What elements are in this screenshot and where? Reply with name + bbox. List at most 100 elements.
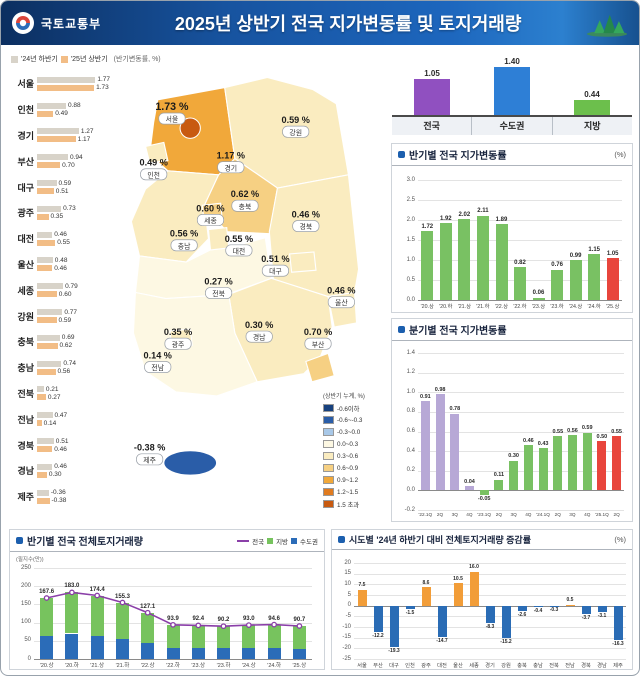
legend-label-2024h2: '24년 하반기 xyxy=(21,56,58,63)
map-value-경북: 0.46 % xyxy=(292,209,320,219)
legend-note: (반기변동률, %) xyxy=(113,56,161,63)
bar-3Q xyxy=(568,435,577,491)
bar-value: -12.2 xyxy=(372,632,384,639)
bar-value: 0.44 xyxy=(584,90,600,99)
series-1: 0.35 xyxy=(37,213,76,220)
gridline xyxy=(418,490,624,492)
bar xyxy=(37,446,53,453)
legend-swatch xyxy=(323,476,334,484)
x-tick-label: 2Q xyxy=(613,512,620,517)
bar xyxy=(37,84,95,91)
bar-value: 0.46 xyxy=(54,264,67,272)
series-0: 0.79 xyxy=(37,283,78,290)
region-label: 광주 xyxy=(17,208,34,219)
y-tick-label: 1.2 xyxy=(406,369,415,376)
series-0: 1.27 xyxy=(37,128,94,135)
bar-대전 xyxy=(437,605,447,638)
bar-value: 2.02 xyxy=(458,211,471,218)
line-marker xyxy=(245,622,252,628)
map-value-서울: 1.73 % xyxy=(155,101,189,113)
bar-local xyxy=(242,625,256,648)
bar-세종 xyxy=(469,571,479,606)
half-yearly-unit: (%) xyxy=(614,150,626,159)
bar-'23.하 xyxy=(551,269,564,300)
map-badge-충남 xyxy=(170,239,198,252)
series-0: 0.94 xyxy=(37,154,83,161)
bar xyxy=(37,283,64,290)
half-yearly-title-row: 반기별 전국 지가변동률 (%) xyxy=(392,144,632,166)
bar-value: 0.78 xyxy=(449,406,461,413)
bar-value: 0.62 xyxy=(59,342,73,350)
line-marker xyxy=(271,621,277,628)
bar-value: 0.73 xyxy=(63,205,76,213)
map-badge-강원 xyxy=(282,125,310,138)
legend-label: 0.9~1.2 xyxy=(337,476,359,484)
bar-'24.1Q xyxy=(538,448,548,491)
y-tick-label: 0.0 xyxy=(406,296,415,303)
series-1: 1.17 xyxy=(37,136,94,143)
series-0: 0.59 xyxy=(37,180,71,187)
map-badge-부산 xyxy=(304,337,332,350)
line-marker xyxy=(94,592,101,599)
line-value: 92.4 xyxy=(192,616,205,623)
gridline xyxy=(354,637,626,639)
bar xyxy=(37,239,56,246)
x-tick-label: '21.상 xyxy=(90,663,105,669)
line-value: 90.7 xyxy=(293,617,306,623)
x-tick-label: 경북 xyxy=(581,663,591,669)
legend-swatch xyxy=(323,416,334,424)
legend-swatch xyxy=(323,500,334,508)
bar-value: 0.55 xyxy=(57,239,70,247)
line-value: 155.3 xyxy=(114,593,130,600)
region-row-충북: 충북 0.69 0.62 xyxy=(11,329,133,355)
x-tick-label: 3Q xyxy=(569,512,576,517)
bar-value: 0.94 xyxy=(70,153,83,161)
half-yearly-title: 반기별 전국 지가변동률 xyxy=(409,151,507,162)
bar-value: -14.7 xyxy=(436,638,448,644)
x-tick-label: '23.상 xyxy=(191,663,206,669)
map-value-대구: 0.51 % xyxy=(261,254,289,264)
transactions-title-row: 반기별 전국 전체토지거래량 전국 지방 수도권 xyxy=(10,530,324,552)
region-bars: 0.94 0.70 xyxy=(37,154,83,169)
bar-value: 0.49 xyxy=(55,110,68,118)
map-value-전남: 0.14 % xyxy=(144,350,172,360)
region-bars: 0.69 0.62 xyxy=(37,334,74,349)
region-row-울산: 울산 0.48 0.46 xyxy=(11,252,133,278)
regional-change-bar-chart: -25 -20 -15 -10 -5 0 5 10 15 20 7.5 서울 -12.2 부산 -19.3 대… xyxy=(336,552,628,669)
map-badge-label-경기: 경기 xyxy=(224,163,237,172)
series-1: 0.27 xyxy=(37,394,61,401)
panel-quarterly: 분기별 전국 지가변동률 -0.2 0.0 0.2 0.4 0.6 0.8 1.0 1.2 1.… xyxy=(391,318,633,522)
map-badge-label-서울: 서울 xyxy=(166,115,179,124)
bar-제주 xyxy=(613,605,623,641)
bar-value: 0.51 xyxy=(55,187,69,195)
series-1: 0.70 xyxy=(37,162,83,169)
pine-trees-icon xyxy=(585,8,629,38)
bar-value: 0.46 xyxy=(54,231,67,239)
x-tick-label: 부산 xyxy=(373,663,383,669)
region-label: 경기 xyxy=(17,130,34,141)
bar-value: 0.59 xyxy=(58,179,72,187)
bar-value: 7.5 xyxy=(358,582,366,589)
series-1: 0.14 xyxy=(37,420,67,427)
x-tick-label: 3Q xyxy=(510,512,517,517)
map-badge-전북 xyxy=(205,287,233,299)
x-tick-label: '24.하 xyxy=(587,304,601,310)
map-legend-item: -0.3~0.0 xyxy=(323,426,387,438)
region-chart-legend: '24년 하반기 '25년 상반기 (반기변동률, %) xyxy=(11,54,161,64)
series-1: 0.46 xyxy=(37,265,67,272)
legend-label: 0.3~0.6 xyxy=(337,452,359,460)
bar-value: 0.69 xyxy=(61,334,75,342)
x-tick-label: '24.1Q xyxy=(536,512,550,517)
region-label: 대전 xyxy=(17,234,34,245)
bar-capital xyxy=(40,636,54,659)
molit-logo-icon xyxy=(11,11,35,35)
bar-'24.하 xyxy=(588,254,601,300)
map-value-울산: 0.46 % xyxy=(327,286,355,296)
region-row-전남: 전남 0.47 0.14 xyxy=(11,406,133,432)
bar-local xyxy=(166,624,180,649)
series-0: 0.48 xyxy=(37,257,67,264)
y-tick-label: 5 xyxy=(347,591,351,598)
region-row-서울: 서울 1.77 1.73 xyxy=(11,71,133,97)
y-tick-label: -0.2 xyxy=(404,506,415,513)
region-label: 전남 xyxy=(17,414,34,425)
